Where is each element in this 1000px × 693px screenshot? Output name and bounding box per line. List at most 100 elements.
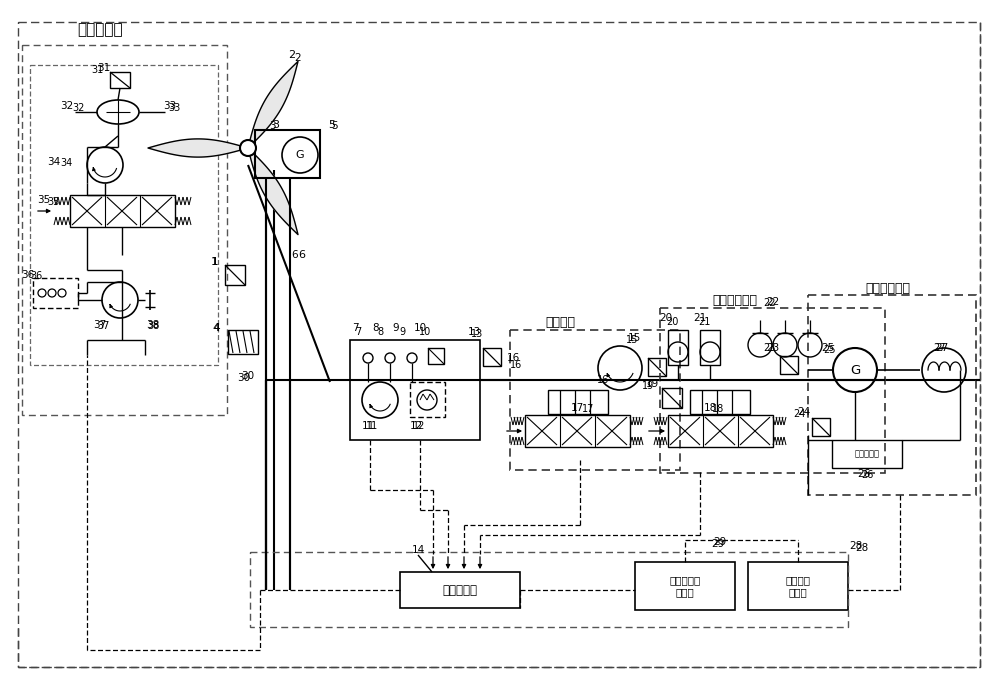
Text: 33: 33	[163, 101, 177, 111]
Text: 28: 28	[849, 541, 863, 551]
Bar	[648, 358, 666, 376]
Bar	[548, 390, 608, 414]
Bar	[400, 572, 520, 608]
Text: 2: 2	[288, 50, 296, 60]
Text: 7: 7	[352, 323, 358, 333]
Text: 20: 20	[659, 313, 673, 323]
Text: 发电并网模块: 发电并网模块	[866, 281, 910, 295]
Text: 26: 26	[861, 470, 873, 480]
Bar	[662, 388, 682, 408]
Text: 14: 14	[412, 545, 425, 555]
Text: 29: 29	[711, 539, 725, 549]
Text: 25: 25	[821, 343, 835, 353]
Text: 3: 3	[272, 120, 280, 130]
Bar	[690, 390, 750, 414]
Text: 12: 12	[409, 421, 423, 431]
Text: 2: 2	[295, 53, 301, 63]
Polygon shape	[248, 62, 298, 148]
Text: 16: 16	[506, 353, 520, 363]
Circle shape	[240, 140, 256, 156]
Bar	[483, 348, 501, 366]
Text: 32: 32	[72, 103, 84, 113]
Bar	[110, 72, 130, 88]
Text: 数据分析
处理器: 数据分析 处理器	[786, 575, 810, 597]
Bar	[808, 295, 976, 495]
Text: 35: 35	[47, 197, 59, 207]
Text: 32: 32	[60, 101, 74, 111]
Bar	[22, 45, 227, 415]
Text: 36: 36	[30, 271, 42, 281]
Text: 29: 29	[713, 537, 727, 547]
Bar	[228, 330, 258, 354]
Text: G: G	[296, 150, 304, 160]
Text: G: G	[850, 364, 860, 376]
Bar	[428, 348, 444, 364]
Text: 20: 20	[666, 317, 678, 327]
Text: 31: 31	[97, 63, 111, 73]
Text: 22: 22	[764, 298, 776, 308]
Text: 变量马达: 变量马达	[545, 315, 575, 328]
Bar	[70, 195, 175, 227]
Text: 超短期预测
控制器: 超短期预测 控制器	[669, 575, 701, 597]
Bar	[350, 340, 480, 440]
Bar	[668, 330, 688, 365]
Text: 31: 31	[92, 65, 104, 75]
Text: 26: 26	[857, 469, 871, 479]
Bar	[812, 418, 830, 436]
Text: 35: 35	[37, 195, 51, 205]
Text: 24: 24	[797, 407, 811, 417]
Text: 37: 37	[93, 320, 107, 330]
Text: 34: 34	[60, 158, 72, 168]
Bar	[748, 562, 848, 610]
Text: 24: 24	[794, 409, 806, 419]
Text: 17: 17	[570, 403, 584, 413]
Text: 19: 19	[642, 381, 654, 391]
Bar	[30, 65, 218, 365]
Text: 10: 10	[413, 323, 427, 333]
Text: 液压储能系统: 液压储能系统	[712, 294, 758, 306]
Text: 21: 21	[698, 317, 710, 327]
Text: 16: 16	[510, 360, 522, 370]
Text: 28: 28	[855, 543, 869, 553]
Text: 22: 22	[766, 297, 780, 307]
Text: 12: 12	[413, 421, 425, 431]
Bar	[525, 415, 630, 447]
Text: 38: 38	[146, 320, 160, 330]
Text: 27: 27	[935, 343, 949, 353]
Text: 1: 1	[212, 257, 218, 267]
Bar	[250, 552, 848, 627]
Text: 34: 34	[47, 157, 61, 167]
Bar	[660, 308, 885, 473]
Bar	[635, 562, 735, 610]
Polygon shape	[148, 139, 248, 157]
Text: 19: 19	[645, 379, 659, 389]
Text: 30: 30	[241, 371, 255, 381]
Text: 25: 25	[824, 345, 836, 355]
Text: 频率控制器: 频率控制器	[442, 584, 478, 597]
Bar	[832, 440, 902, 468]
Text: 7: 7	[355, 327, 361, 337]
Text: 13: 13	[467, 327, 481, 337]
Text: 23: 23	[766, 343, 780, 353]
Text: 变桨距系统: 变桨距系统	[77, 22, 123, 37]
Text: 37: 37	[97, 321, 109, 331]
Text: 36: 36	[21, 270, 35, 280]
Text: 4: 4	[214, 323, 220, 333]
Bar	[510, 330, 680, 470]
Bar	[700, 330, 720, 365]
Text: 15: 15	[627, 333, 641, 343]
Text: 5: 5	[328, 120, 336, 130]
Text: 27: 27	[934, 343, 946, 353]
Text: 13: 13	[471, 329, 483, 339]
Text: 18: 18	[703, 403, 717, 413]
Text: 6: 6	[292, 250, 298, 260]
Text: 6: 6	[298, 250, 305, 260]
Bar	[225, 265, 245, 285]
Text: 9: 9	[399, 327, 405, 337]
Polygon shape	[248, 148, 298, 235]
Text: 9: 9	[393, 323, 399, 333]
Text: 21: 21	[693, 313, 707, 323]
Text: 8: 8	[373, 323, 379, 333]
Text: 11: 11	[361, 421, 375, 431]
Bar	[410, 382, 445, 417]
